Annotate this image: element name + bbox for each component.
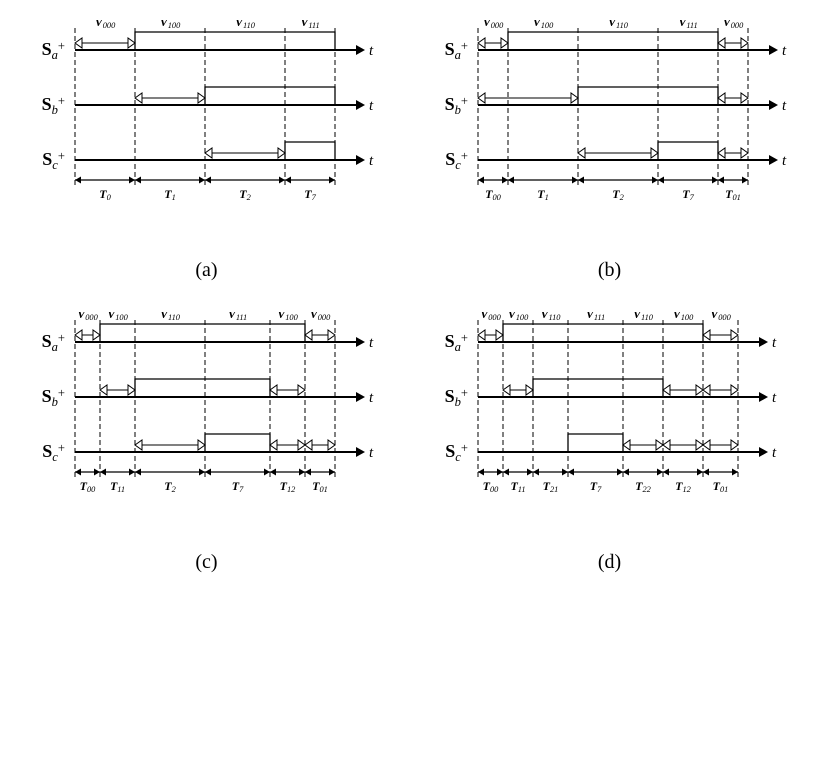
svg-text:Sc+: Sc+	[445, 441, 468, 464]
svg-text:V000: V000	[77, 312, 98, 322]
timing-panel: V000 V100 V110 V111 V110 V100 V000 Sa+ t Sb+ t Sc+ t…	[423, 312, 796, 574]
svg-text:t: t	[782, 153, 787, 169]
panel-caption: (b)	[423, 259, 796, 282]
svg-text:V100: V100	[533, 20, 554, 30]
svg-text:Sb+: Sb+	[445, 386, 468, 409]
timing-panel: V000 V100 V110 V111 Sa+ t Sb+ t Sc+ t T0 T1 T2 T7 (a)	[20, 20, 393, 282]
svg-text:t: t	[782, 43, 787, 59]
timing-panel: V000 V100 V110 V111 V000 Sa+ t Sb+ t Sc+ t T00 T1 T2 T…	[423, 20, 796, 282]
svg-text:V100: V100	[277, 312, 298, 322]
svg-text:t: t	[369, 98, 374, 114]
svg-text:T12: T12	[280, 479, 296, 494]
timing-svg: V000 V100 V110 V111 V100 V000 Sa+ t Sb+ t Sc+ t T00 T…	[20, 312, 390, 547]
svg-text:V000: V000	[483, 20, 504, 30]
svg-text:T2: T2	[164, 479, 176, 494]
timing-svg: V000 V100 V110 V111 V110 V100 V000 Sa+ t Sb+ t Sc+ t…	[423, 312, 793, 547]
svg-text:t: t	[369, 335, 374, 351]
svg-text:V110: V110	[633, 312, 654, 322]
svg-text:Sa+: Sa+	[445, 331, 468, 354]
svg-text:Sc+: Sc+	[42, 441, 65, 464]
svg-text:T1: T1	[164, 187, 176, 202]
svg-text:V000: V000	[480, 312, 501, 322]
svg-text:Sa+: Sa+	[42, 39, 65, 62]
svg-text:T11: T11	[110, 479, 125, 494]
svg-text:V111: V111	[586, 312, 605, 322]
svg-text:T22: T22	[635, 479, 651, 494]
svg-text:V110: V110	[608, 20, 629, 30]
svg-text:T01: T01	[713, 479, 729, 494]
svg-text:T00: T00	[483, 479, 500, 494]
svg-text:T2: T2	[612, 187, 624, 202]
svg-text:V000: V000	[723, 20, 744, 30]
svg-text:T00: T00	[80, 479, 97, 494]
svg-text:T2: T2	[239, 187, 251, 202]
svg-text:T00: T00	[485, 187, 502, 202]
svg-text:t: t	[369, 390, 374, 406]
svg-text:V111: V111	[678, 20, 697, 30]
svg-text:Sa+: Sa+	[445, 39, 468, 62]
svg-text:T12: T12	[675, 479, 691, 494]
panel-caption: (c)	[20, 551, 393, 574]
svg-text:Sb+: Sb+	[42, 94, 65, 117]
timing-svg: V000 V100 V110 V111 V000 Sa+ t Sb+ t Sc+ t T00 T1 T2 T…	[423, 20, 793, 255]
svg-text:Sc+: Sc+	[445, 149, 468, 172]
svg-text:Sc+: Sc+	[42, 149, 65, 172]
svg-text:T01: T01	[312, 479, 328, 494]
svg-text:V110: V110	[541, 312, 562, 322]
svg-text:V100: V100	[508, 312, 529, 322]
timing-svg: V000 V100 V110 V111 Sa+ t Sb+ t Sc+ t T0 T1 T2 T7	[20, 20, 390, 255]
svg-text:t: t	[369, 153, 374, 169]
svg-text:t: t	[369, 445, 374, 461]
svg-text:t: t	[369, 43, 374, 59]
svg-text:T0: T0	[99, 187, 111, 202]
svg-text:V111: V111	[228, 312, 247, 322]
timing-panel: V000 V100 V110 V111 V100 V000 Sa+ t Sb+ t Sc+ t T00 T…	[20, 312, 393, 574]
svg-text:t: t	[772, 445, 777, 461]
svg-text:V100: V100	[160, 20, 181, 30]
svg-text:Sa+: Sa+	[42, 331, 65, 354]
svg-text:t: t	[772, 390, 777, 406]
svg-text:V100: V100	[107, 312, 128, 322]
svg-text:T11: T11	[510, 479, 525, 494]
svg-text:V100: V100	[673, 312, 694, 322]
svg-text:V000: V000	[95, 20, 116, 30]
figure-grid: V000V100V110V111Sa+tSb+tSc+tT0T1T2T7(a)V…	[20, 20, 796, 574]
svg-text:V000: V000	[710, 312, 731, 322]
svg-text:V110: V110	[160, 312, 181, 322]
svg-text:t: t	[772, 335, 777, 351]
svg-text:T7: T7	[304, 187, 316, 202]
svg-text:Sb+: Sb+	[445, 94, 468, 117]
svg-text:V000: V000	[310, 312, 331, 322]
svg-text:V111: V111	[300, 20, 319, 30]
svg-text:t: t	[782, 98, 787, 114]
svg-text:T7: T7	[232, 479, 244, 494]
svg-text:T1: T1	[537, 187, 549, 202]
svg-text:T21: T21	[543, 479, 559, 494]
svg-text:V110: V110	[235, 20, 256, 30]
svg-text:T7: T7	[682, 187, 694, 202]
svg-text:Sb+: Sb+	[42, 386, 65, 409]
panel-caption: (a)	[20, 259, 393, 282]
svg-text:T7: T7	[590, 479, 602, 494]
svg-text:T01: T01	[725, 187, 741, 202]
panel-caption: (d)	[423, 551, 796, 574]
